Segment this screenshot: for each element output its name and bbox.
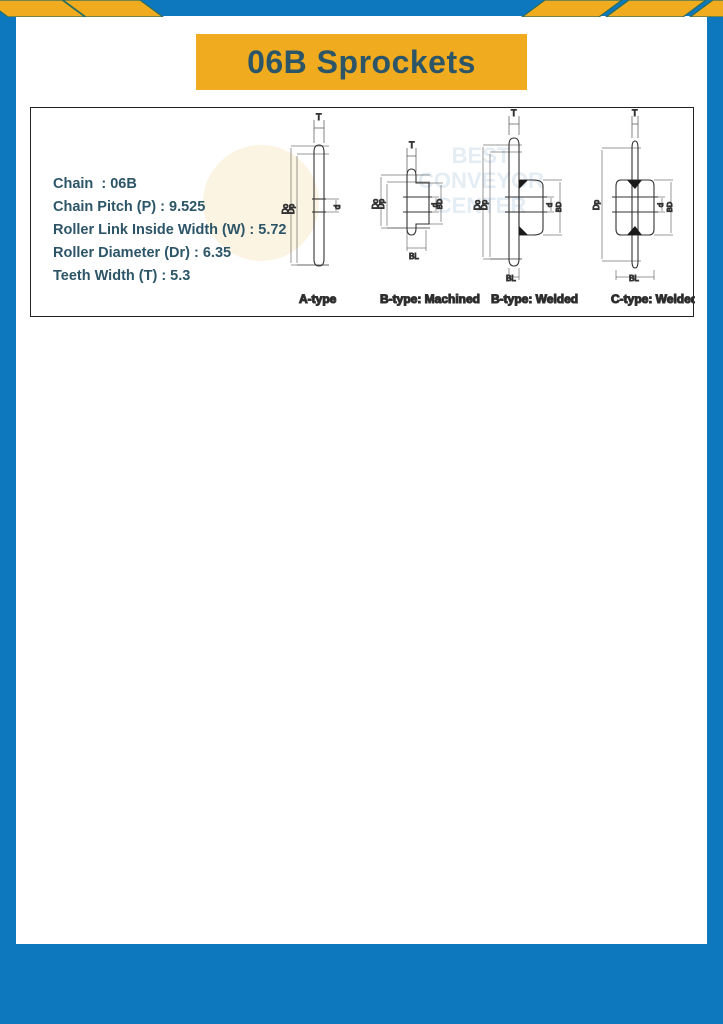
svg-text:BEST: BEST [452, 143, 511, 168]
svg-text:BL: BL [409, 252, 419, 261]
svg-text:Dp: Dp [592, 199, 601, 210]
svg-text:BD: BD [435, 198, 444, 209]
svg-text:T: T [409, 140, 415, 150]
svg-text:B-type: Machined: B-type: Machined [380, 292, 480, 306]
svg-text:Dp: Dp [480, 199, 489, 210]
svg-text:T: T [632, 108, 638, 118]
svg-text:BD: BD [665, 201, 674, 212]
svg-text:BD: BD [554, 201, 563, 212]
svg-text:d: d [333, 205, 342, 209]
svg-text:A-type: A-type [299, 292, 337, 306]
svg-text:BL: BL [629, 274, 639, 283]
svg-text:B-type: Welded: B-type: Welded [491, 292, 578, 306]
svg-text:C-type: Welded: C-type: Welded [611, 292, 695, 306]
svg-text:T: T [511, 108, 517, 118]
svg-text:T: T [316, 112, 322, 122]
svg-text:BL: BL [506, 274, 516, 283]
svg-text:Dp: Dp [377, 198, 386, 209]
svg-text:Dp: Dp [287, 203, 296, 214]
svg-text:d: d [545, 203, 554, 207]
svg-text:d: d [656, 203, 665, 207]
